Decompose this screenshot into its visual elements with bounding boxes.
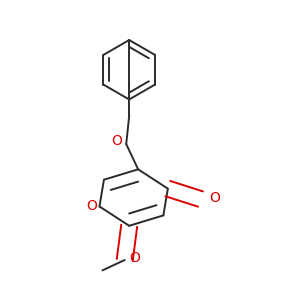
Text: O: O: [130, 250, 141, 265]
Text: O: O: [111, 134, 122, 148]
Text: O: O: [209, 190, 220, 205]
Text: O: O: [87, 200, 98, 214]
